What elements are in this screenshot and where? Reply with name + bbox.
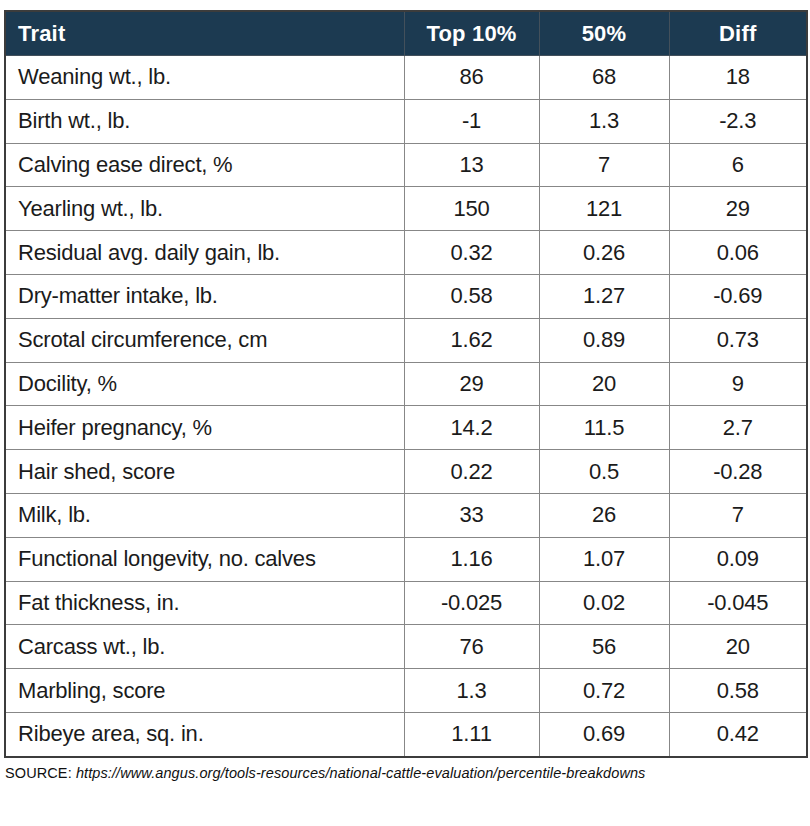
value-cell-top10: -0.025 (404, 581, 539, 625)
value-cell-diff: 7 (669, 493, 807, 537)
value-cell-top10: 1.3 (404, 669, 539, 713)
value-cell-p50: 1.27 (539, 274, 669, 318)
table-row: Docility, %29209 (5, 362, 807, 406)
value-cell-diff: 2.7 (669, 406, 807, 450)
trait-cell: Calving ease direct, % (5, 143, 404, 187)
trait-cell: Carcass wt., lb. (5, 625, 404, 669)
table-row: Yearling wt., lb.15012129 (5, 187, 807, 231)
source-line: SOURCE: https://www.angus.org/tools-reso… (5, 765, 806, 781)
value-cell-diff: 29 (669, 187, 807, 231)
value-cell-top10: 14.2 (404, 406, 539, 450)
value-cell-p50: 20 (539, 362, 669, 406)
value-cell-top10: -1 (404, 99, 539, 143)
value-cell-p50: 68 (539, 56, 669, 100)
value-cell-top10: 1.16 (404, 537, 539, 581)
value-cell-p50: 0.26 (539, 231, 669, 275)
value-cell-p50: 0.89 (539, 318, 669, 362)
value-cell-top10: 86 (404, 56, 539, 100)
value-cell-top10: 33 (404, 493, 539, 537)
value-cell-p50: 121 (539, 187, 669, 231)
trait-cell: Hair shed, score (5, 450, 404, 494)
value-cell-diff: 0.09 (669, 537, 807, 581)
table-row: Residual avg. daily gain, lb.0.320.260.0… (5, 231, 807, 275)
value-cell-diff: 18 (669, 56, 807, 100)
percentile-breakdown-table: Trait Top 10% 50% Diff Weaning wt., lb.8… (4, 10, 808, 758)
trait-cell: Fat thickness, in. (5, 581, 404, 625)
value-cell-p50: 0.72 (539, 669, 669, 713)
table-row: Functional longevity, no. calves1.161.07… (5, 537, 807, 581)
value-cell-p50: 1.3 (539, 99, 669, 143)
table-row: Milk, lb.33267 (5, 493, 807, 537)
value-cell-top10: 29 (404, 362, 539, 406)
trait-cell: Birth wt., lb. (5, 99, 404, 143)
column-header-50: 50% (539, 11, 669, 56)
table-body: Weaning wt., lb.866818Birth wt., lb.-11.… (5, 56, 807, 757)
table-row: Weaning wt., lb.866818 (5, 56, 807, 100)
value-cell-diff: 0.06 (669, 231, 807, 275)
table-row: Hair shed, score0.220.5-0.28 (5, 450, 807, 494)
value-cell-top10: 0.22 (404, 450, 539, 494)
column-header-top-10: Top 10% (404, 11, 539, 56)
value-cell-diff: 20 (669, 625, 807, 669)
table-row: Calving ease direct, %1376 (5, 143, 807, 187)
table-row: Ribeye area, sq. in.1.110.690.42 (5, 712, 807, 756)
value-cell-top10: 1.11 (404, 712, 539, 756)
trait-cell: Weaning wt., lb. (5, 56, 404, 100)
value-cell-p50: 7 (539, 143, 669, 187)
value-cell-p50: 56 (539, 625, 669, 669)
table-row: Birth wt., lb.-11.3-2.3 (5, 99, 807, 143)
page: Trait Top 10% 50% Diff Weaning wt., lb.8… (0, 0, 810, 826)
value-cell-top10: 0.58 (404, 274, 539, 318)
value-cell-top10: 1.62 (404, 318, 539, 362)
table-row: Marbling, score1.30.720.58 (5, 669, 807, 713)
value-cell-diff: 0.58 (669, 669, 807, 713)
value-cell-diff: 0.73 (669, 318, 807, 362)
value-cell-diff: -0.69 (669, 274, 807, 318)
source-label: SOURCE: (5, 765, 72, 781)
source-url: https://www.angus.org/tools-resources/na… (76, 765, 646, 781)
trait-cell: Scrotal circumference, cm (5, 318, 404, 362)
table-row: Scrotal circumference, cm1.620.890.73 (5, 318, 807, 362)
value-cell-p50: 11.5 (539, 406, 669, 450)
value-cell-diff: 9 (669, 362, 807, 406)
value-cell-top10: 76 (404, 625, 539, 669)
value-cell-top10: 150 (404, 187, 539, 231)
value-cell-top10: 13 (404, 143, 539, 187)
table-row: Carcass wt., lb.765620 (5, 625, 807, 669)
value-cell-p50: 0.5 (539, 450, 669, 494)
value-cell-diff: -0.28 (669, 450, 807, 494)
table-row: Heifer pregnancy, %14.211.52.7 (5, 406, 807, 450)
value-cell-p50: 1.07 (539, 537, 669, 581)
trait-cell: Marbling, score (5, 669, 404, 713)
value-cell-diff: -2.3 (669, 99, 807, 143)
value-cell-diff: -0.045 (669, 581, 807, 625)
value-cell-p50: 26 (539, 493, 669, 537)
trait-cell: Docility, % (5, 362, 404, 406)
trait-cell: Residual avg. daily gain, lb. (5, 231, 404, 275)
column-header-trait: Trait (5, 11, 404, 56)
value-cell-top10: 0.32 (404, 231, 539, 275)
value-cell-diff: 6 (669, 143, 807, 187)
trait-cell: Milk, lb. (5, 493, 404, 537)
trait-cell: Yearling wt., lb. (5, 187, 404, 231)
table-row: Dry-matter intake, lb.0.581.27-0.69 (5, 274, 807, 318)
header-row: Trait Top 10% 50% Diff (5, 11, 807, 56)
column-header-diff: Diff (669, 11, 807, 56)
trait-cell: Functional longevity, no. calves (5, 537, 404, 581)
value-cell-p50: 0.69 (539, 712, 669, 756)
value-cell-diff: 0.42 (669, 712, 807, 756)
trait-cell: Ribeye area, sq. in. (5, 712, 404, 756)
trait-cell: Dry-matter intake, lb. (5, 274, 404, 318)
table-row: Fat thickness, in.-0.0250.02-0.045 (5, 581, 807, 625)
trait-cell: Heifer pregnancy, % (5, 406, 404, 450)
value-cell-p50: 0.02 (539, 581, 669, 625)
